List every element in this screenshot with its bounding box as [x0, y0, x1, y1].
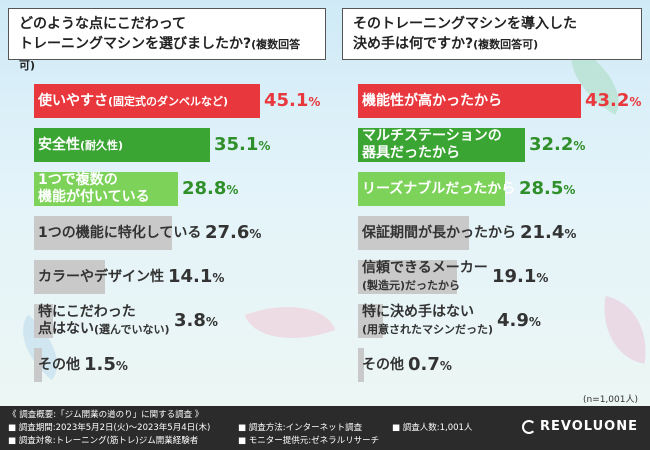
left-label-main-2: 1つで複数の 機能が付いている [38, 172, 150, 205]
left-value-label-3: 27.6% [205, 222, 262, 243]
footer-panel: ■ モニター提供元:ゼネラルリサーチ [238, 436, 380, 446]
left-bar-5 [34, 304, 53, 338]
right-question-note: (複数回答可) [473, 38, 539, 51]
right-row-4: 信頼できるメーカー (製造元)だったから 19.1% [358, 256, 648, 296]
right-row-5: 特に決め手はない (用意されたマシンだった) 4.9% [358, 300, 648, 340]
left-row-6: その他 1.5% [34, 344, 324, 384]
left-bar-label-2: 1つで複数の 機能が付いている [38, 172, 150, 206]
left-value-label-6: 1.5% [84, 354, 128, 375]
footer-period: ■ 調査期間:2023年5月2日(火)〜2023年5月4日(木) [8, 423, 211, 433]
left-row-5: 特にこだわった 点はない(選んでいない) 3.8% [34, 300, 324, 340]
left-bar-label-6: その他 [38, 348, 80, 382]
right-bar-4 [358, 260, 457, 294]
logo-text: REVOLUONE [540, 419, 638, 434]
left-bar-label-3: 1つの機能に特化している [38, 216, 201, 250]
right-label-sub-4: (製造元)だったから [362, 279, 461, 292]
left-label-main-5: 特にこだわった 点はない [38, 304, 136, 337]
right-bar-label-3: 保証期間が長かったから [362, 216, 516, 250]
right-value-label-6: 0.7% [408, 354, 452, 375]
left-value-label-4: 14.1% [168, 266, 225, 287]
left-label-main-6: その他 [38, 356, 80, 373]
right-value-label-1: 32.2% [529, 134, 586, 155]
right-row-3: 保証期間が長かったから 21.4% [358, 212, 648, 252]
left-bar-3 [34, 216, 172, 250]
left-label-sub-0: (固定式のダンベルなど) [108, 94, 229, 108]
left-bar-label-1: 安全性(耐久性) [38, 128, 123, 162]
survey-footer: 《 調査概要:「ジム開業の道のり」に関する調査 》 ■ 調査期間:2023年5月… [0, 406, 650, 450]
left-row-1: 安全性(耐久性) 35.1% [34, 124, 324, 164]
left-label-sub-1: (耐久性) [80, 138, 124, 152]
left-bar-6 [34, 348, 42, 382]
right-label-main-2: リーズナブルだったから [362, 180, 516, 197]
right-label-main-4: 信頼できるメーカー [362, 260, 488, 276]
right-bar-label-2: リーズナブルだったから [362, 172, 515, 206]
right-bar-2 [358, 172, 506, 206]
left-bar-label-4: カラーやデザイン性 [38, 260, 164, 294]
right-bar-label-6: その他 [362, 348, 404, 382]
left-label-main-3: 1つの機能に特化している [38, 224, 202, 241]
right-bar-label-5: 特に決め手はない (用意されたマシンだった) [362, 304, 493, 338]
left-row-4: カラーやデザイン性 14.1% [34, 256, 324, 296]
right-label-main-1: マルチステーションの 器具だったから [362, 128, 502, 161]
right-value-label-5: 4.9% [497, 310, 541, 331]
left-bar-2 [34, 172, 178, 206]
left-label-main-1: 安全性 [38, 136, 80, 153]
right-value-label-2: 28.5% [519, 178, 576, 199]
right-value-label-4: 19.1% [492, 266, 549, 287]
right-row-2: リーズナブルだったから 28.5% [358, 168, 648, 208]
right-question-text: そのトレーニングマシンを導入した 決め手は何ですか? [353, 16, 577, 52]
right-bar-chart: 機能性が高かったから 43.2% マルチステーションの 器具だったから 32.2% リー… [358, 80, 648, 390]
left-bar-label-0: 使いやすさ(固定式のダンベルなど) [38, 84, 228, 118]
logo-mark-icon [522, 420, 537, 434]
left-label-main-4: カラーやデザイン性 [38, 268, 164, 285]
right-question-box: そのトレーニングマシンを導入した 決め手は何ですか?(複数回答可) [342, 8, 642, 60]
right-row-0: 機能性が高かったから 43.2% [358, 80, 648, 120]
left-bar-chart: 使いやすさ(固定式のダンベルなど) 45.1% 安全性(耐久性) 35.1% 1つで複数… [34, 80, 324, 390]
left-value-label-5: 3.8% [174, 310, 218, 331]
left-row-0: 使いやすさ(固定式のダンベルなど) 45.1% [34, 80, 324, 120]
right-bar-label-4: 信頼できるメーカー (製造元)だったから [362, 260, 488, 294]
left-question-note: (複数回答可) [19, 38, 301, 72]
left-bar-1 [34, 128, 210, 162]
left-question-text: どのような点にこだわって トレーニングマシンを選びましたか? [19, 16, 252, 52]
left-row-3: 1つの機能に特化している 27.6% [34, 212, 324, 252]
left-bar-4 [34, 260, 105, 294]
left-bar-label-5: 特にこだわった 点はない(選んでいない) [38, 304, 170, 338]
sample-size-note: (n=1,001人) [582, 395, 638, 405]
right-bar-label-1: マルチステーションの 器具だったから [362, 128, 502, 162]
footer-title: 《 調査概要:「ジム開業の道のり」に関する調査 》 [8, 410, 204, 420]
right-label-sub-5: (用意されたマシンだった) [362, 323, 494, 336]
footer-count: ■ 調査人数:1,001人 [392, 423, 473, 433]
right-row-1: マルチステーションの 器具だったから 32.2% [358, 124, 648, 164]
right-label-main-5: 特に決め手はない [362, 304, 474, 320]
left-question-box: どのような点にこだわって トレーニングマシンを選びましたか?(複数回答可) [8, 8, 326, 72]
right-bar-3 [358, 216, 469, 250]
left-value-label-2: 28.8% [182, 178, 239, 199]
footer-target: ■ 調査対象:トレーニング(筋トレ)ジム開業経験者 [8, 436, 199, 446]
right-bar-6 [358, 348, 364, 382]
right-bar-1 [358, 128, 525, 162]
left-value-label-1: 35.1% [214, 134, 271, 155]
left-value-label-0: 45.1% [264, 90, 321, 111]
right-label-main-3: 保証期間が長かったから [362, 224, 516, 241]
right-label-main-6: その他 [362, 356, 404, 373]
right-value-label-0: 43.2% [585, 90, 642, 111]
right-row-6: その他 0.7% [358, 344, 648, 384]
right-bar-5 [358, 304, 384, 338]
brand-logo: REVOLUONE [522, 420, 638, 434]
left-label-main-0: 使いやすさ [38, 92, 108, 109]
footer-method: ■ 調査方法:インターネット調査 [238, 423, 363, 433]
right-bar-label-0: 機能性が高かったから [362, 84, 502, 118]
right-label-main-0: 機能性が高かったから [362, 92, 502, 109]
left-label-sub-5: (選んでいない) [94, 323, 170, 336]
right-value-label-3: 21.4% [520, 222, 577, 243]
left-bar-0 [34, 84, 260, 118]
left-row-2: 1つで複数の 機能が付いている 28.8% [34, 168, 324, 208]
right-bar-0 [358, 84, 582, 118]
